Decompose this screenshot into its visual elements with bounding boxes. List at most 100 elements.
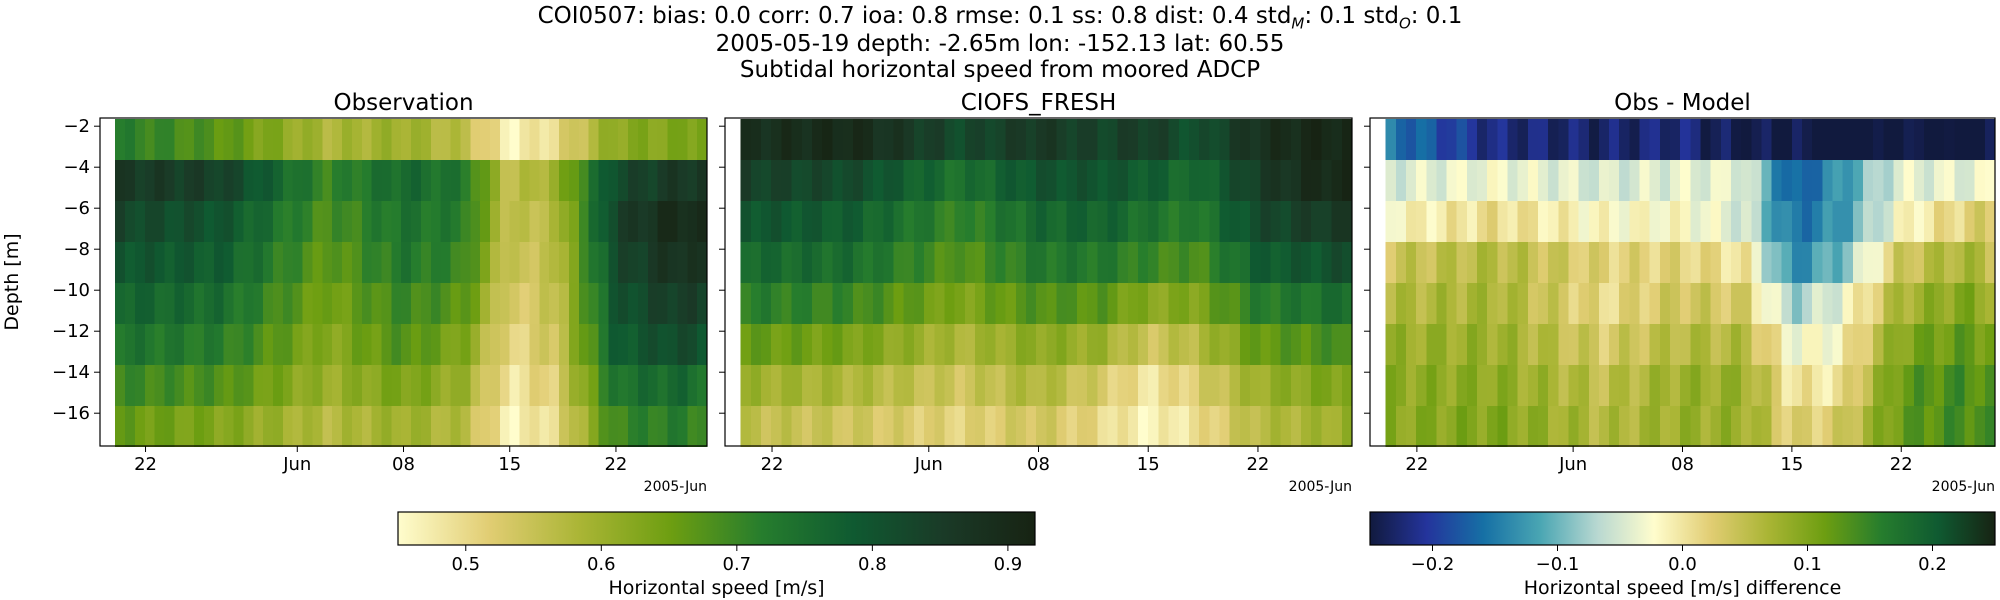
heatmap-cell <box>1436 365 1448 407</box>
heatmap-cell <box>420 283 432 325</box>
heatmap-cell <box>975 283 986 325</box>
heatmap-cell <box>1209 242 1221 284</box>
heatmap-cell <box>1199 242 1210 284</box>
colorbar-tick-label: 0.7 <box>723 554 752 575</box>
heatmap-cell <box>115 119 126 161</box>
heatmap-cell <box>1832 283 1844 325</box>
heatmap-cell <box>282 365 294 407</box>
heatmap-cell <box>842 160 854 202</box>
heatmap-cell <box>1649 283 1661 325</box>
heatmap-cell <box>1680 160 1691 202</box>
heatmap-cell <box>771 324 783 366</box>
heatmap-cell <box>975 201 986 243</box>
heatmap-cell <box>568 283 580 325</box>
heatmap-cell <box>677 160 688 202</box>
heatmap-cell <box>1903 283 1915 325</box>
heatmap-cell <box>381 119 392 161</box>
heatmap-cell <box>342 283 353 325</box>
heatmap-cell <box>549 365 560 407</box>
heatmap-cell <box>637 324 649 366</box>
heatmap-cell <box>203 365 215 407</box>
heatmap-cell <box>273 242 284 284</box>
heatmap-cell <box>873 119 884 161</box>
heatmap-cell <box>1690 406 1702 448</box>
heatmap-cell <box>1046 242 1058 284</box>
heatmap-cell <box>1036 283 1047 325</box>
heatmap-cell <box>1199 283 1210 325</box>
heatmap-cell <box>1290 242 1302 284</box>
heatmap-cell <box>115 160 126 202</box>
heatmap-cell <box>1730 324 1742 366</box>
heatmap-cell <box>1903 201 1915 243</box>
heatmap-cell <box>1974 283 1986 325</box>
heatmap-cell <box>1802 201 1813 243</box>
heatmap-cell <box>164 324 175 366</box>
heatmap-cell <box>1168 365 1180 407</box>
heatmap-cell <box>1771 324 1783 366</box>
heatmap-cell <box>588 406 600 448</box>
heatmap-cell <box>852 201 864 243</box>
heatmap-cell <box>852 119 864 161</box>
heatmap-cell <box>332 365 343 407</box>
heatmap-cell <box>292 365 304 407</box>
heatmap-cell <box>1301 160 1312 202</box>
heatmap-cell <box>913 160 925 202</box>
heatmap-cell <box>1862 365 1874 407</box>
x-tick-label: Jun <box>1558 454 1587 475</box>
heatmap-cell <box>954 119 966 161</box>
heatmap-cell <box>934 160 946 202</box>
heatmap-cell <box>490 201 501 243</box>
heatmap-cell <box>253 283 264 325</box>
heatmap-cell <box>1588 283 1600 325</box>
heatmap-cell <box>549 160 560 202</box>
heatmap-cell <box>1527 283 1539 325</box>
heatmap-cell <box>263 406 274 448</box>
heatmap-cell <box>1822 324 1834 366</box>
heatmap-cell <box>873 283 884 325</box>
heatmap-cell <box>351 283 363 325</box>
heatmap-cell <box>1690 283 1702 325</box>
heatmap-cell <box>1609 201 1620 243</box>
heatmap-cell <box>1280 242 1292 284</box>
heatmap-cell <box>529 201 540 243</box>
heatmap-cell <box>1842 283 1854 325</box>
heatmap-cell <box>1168 160 1180 202</box>
heatmap-cell <box>223 201 235 243</box>
heatmap-cell <box>164 160 175 202</box>
heatmap-cell <box>1290 324 1302 366</box>
heatmap-cell <box>1280 365 1292 407</box>
heatmap-cell <box>801 119 813 161</box>
panel-title: Obs - Model <box>1614 90 1751 116</box>
heatmap-cell <box>1517 242 1529 284</box>
heatmap-cell <box>164 119 175 161</box>
heatmap-cell <box>213 283 225 325</box>
heatmap-cell <box>1477 283 1488 325</box>
heatmap-cell <box>954 365 966 407</box>
heatmap-cell <box>1270 119 1282 161</box>
heatmap-cell <box>1974 324 1986 366</box>
heatmap-cell <box>1405 242 1417 284</box>
heatmap-cell <box>519 406 531 448</box>
heatmap-cell <box>1168 406 1180 448</box>
heatmap-cell <box>588 119 600 161</box>
heatmap-cell <box>1056 242 1068 284</box>
heatmap-cell <box>1598 201 1610 243</box>
heatmap-cell <box>608 160 619 202</box>
heatmap-cell <box>697 283 708 325</box>
heatmap-cell <box>1923 242 1935 284</box>
heatmap-cell <box>549 283 560 325</box>
heatmap-cell <box>1250 242 1261 284</box>
heatmap-cell <box>1751 201 1763 243</box>
heatmap-cell <box>1056 201 1068 243</box>
heatmap-cell <box>1321 324 1333 366</box>
heatmap-cell <box>1056 283 1068 325</box>
heatmap-cell <box>559 119 570 161</box>
heatmap-cell <box>125 406 136 448</box>
heatmap-cell <box>1537 119 1549 161</box>
heatmap-cell <box>490 365 501 407</box>
x-tick-label: Jun <box>282 454 311 475</box>
heatmap-cell <box>1588 201 1600 243</box>
heatmap-cell <box>647 242 659 284</box>
heatmap-cell <box>1852 365 1864 407</box>
heatmap-cell <box>588 160 600 202</box>
